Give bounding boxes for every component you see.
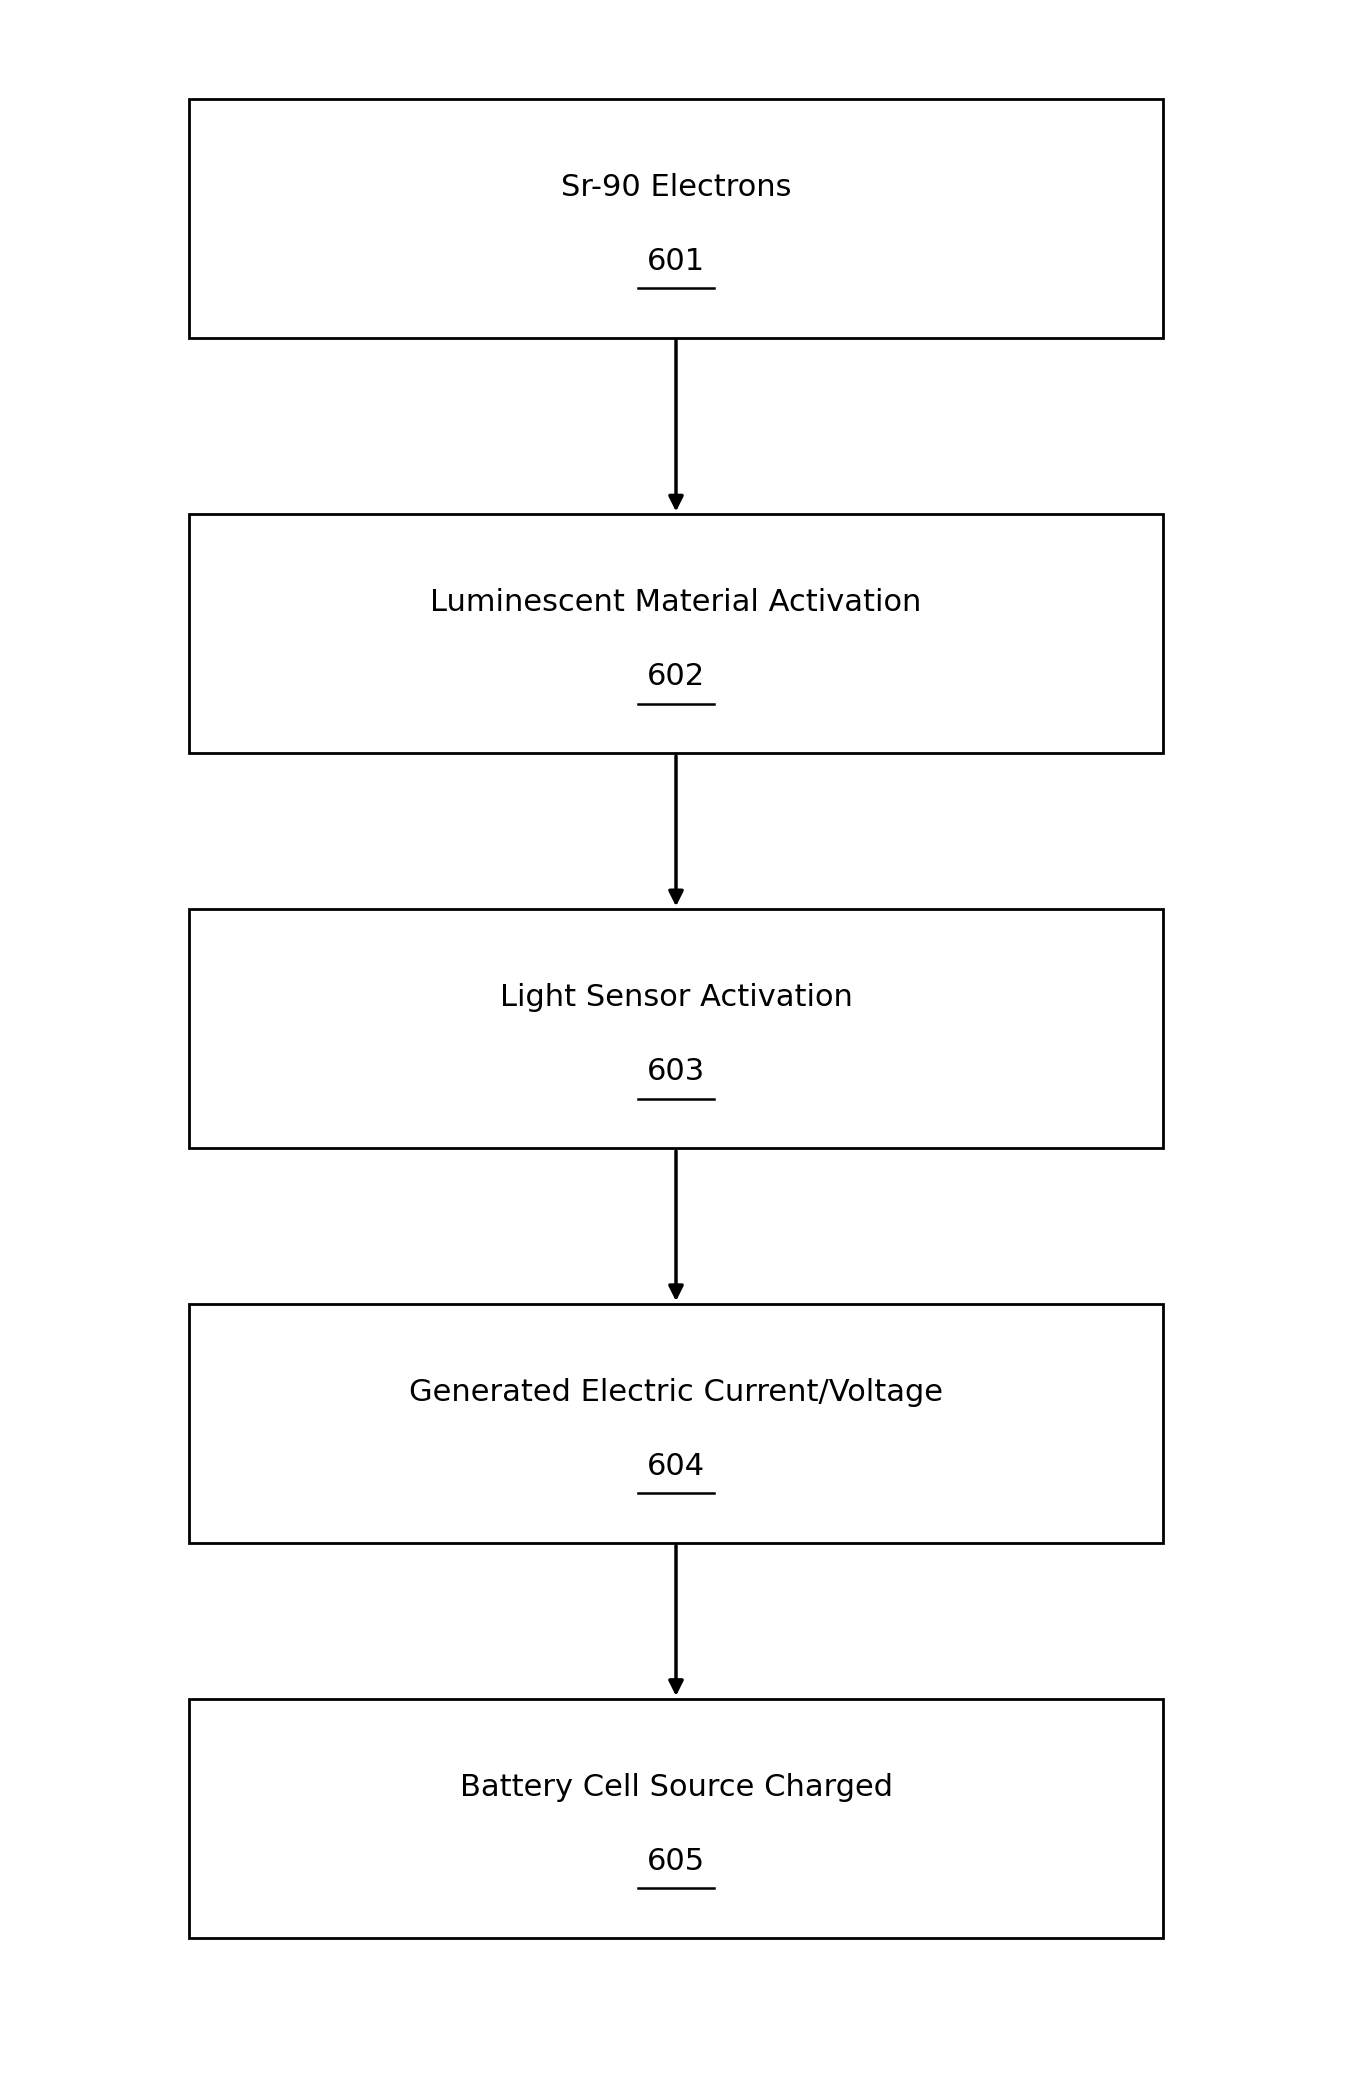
Text: Sr-90 Electrons: Sr-90 Electrons	[561, 172, 791, 202]
Text: 604: 604	[648, 1453, 704, 1482]
Text: Luminescent Material Activation: Luminescent Material Activation	[430, 588, 922, 617]
Text: 603: 603	[646, 1058, 706, 1087]
FancyBboxPatch shape	[189, 100, 1163, 339]
FancyBboxPatch shape	[189, 1700, 1163, 1937]
Text: 601: 601	[648, 247, 704, 276]
FancyBboxPatch shape	[189, 1305, 1163, 1542]
Text: Light Sensor Activation: Light Sensor Activation	[499, 983, 853, 1012]
Text: 605: 605	[648, 1847, 704, 1876]
Text: 602: 602	[648, 663, 704, 692]
FancyBboxPatch shape	[189, 910, 1163, 1147]
Text: Generated Electric Current/Voltage: Generated Electric Current/Voltage	[410, 1378, 942, 1407]
Text: Battery Cell Source Charged: Battery Cell Source Charged	[460, 1773, 892, 1802]
FancyBboxPatch shape	[189, 515, 1163, 754]
